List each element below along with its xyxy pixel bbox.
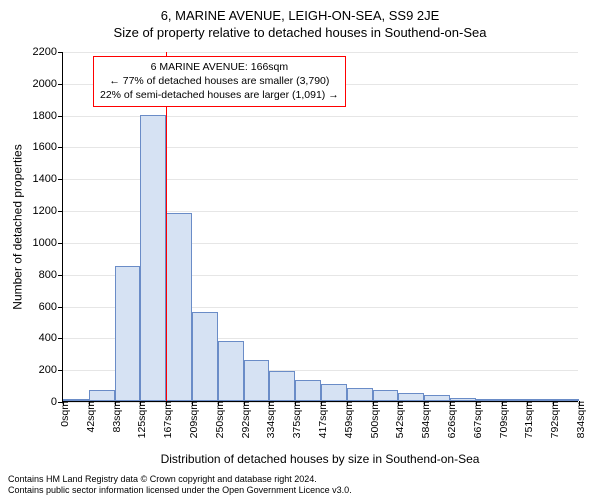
xtick-label: 83sqm xyxy=(107,401,123,433)
histogram-bar xyxy=(140,115,166,401)
histogram-bar xyxy=(373,390,399,401)
histogram-bar xyxy=(424,395,450,401)
histogram-bar xyxy=(347,388,373,401)
ytick-label: 1000 xyxy=(33,237,63,249)
xtick-label: 0sqm xyxy=(55,401,71,427)
histogram-bar xyxy=(450,398,476,401)
y-axis-label: Number of detached properties xyxy=(10,52,26,402)
histogram-bar xyxy=(295,380,321,401)
histogram-bar xyxy=(218,341,244,401)
ytick-label: 2200 xyxy=(33,46,63,58)
histogram-bar xyxy=(89,390,115,401)
callout-line-1: 6 MARINE AVENUE: 166sqm xyxy=(100,60,339,74)
ytick-label: 400 xyxy=(39,332,63,344)
xtick-label: 667sqm xyxy=(468,401,484,438)
histogram-bar xyxy=(553,399,579,401)
chart-subtitle: Size of property relative to detached ho… xyxy=(0,23,600,40)
histogram-bar xyxy=(244,360,270,401)
xtick-label: 417sqm xyxy=(313,401,329,438)
chart-title-address: 6, MARINE AVENUE, LEIGH-ON-SEA, SS9 2JE xyxy=(0,0,600,23)
xtick-label: 167sqm xyxy=(158,401,174,438)
xtick-label: 42sqm xyxy=(81,401,97,433)
histogram-bar xyxy=(166,213,192,401)
histogram-bar xyxy=(527,399,553,401)
attribution-line-1: Contains HM Land Registry data © Crown c… xyxy=(8,474,352,485)
callout-line-3: 22% of semi-detached houses are larger (… xyxy=(100,88,339,102)
xtick-label: 584sqm xyxy=(416,401,432,438)
histogram-bar xyxy=(476,399,502,401)
ytick-label: 1800 xyxy=(33,110,63,122)
xtick-label: 334sqm xyxy=(261,401,277,438)
ytick-label: 1200 xyxy=(33,205,63,217)
callout-box: 6 MARINE AVENUE: 166sqm ← 77% of detache… xyxy=(93,56,346,107)
plot-area: 0200400600800100012001400160018002000220… xyxy=(62,52,578,402)
ytick-label: 600 xyxy=(39,301,63,313)
histogram-bar xyxy=(63,399,89,401)
xtick-label: 250sqm xyxy=(210,401,226,438)
ytick-label: 1600 xyxy=(33,141,63,153)
xtick-label: 500sqm xyxy=(365,401,381,438)
callout-line-2: ← 77% of detached houses are smaller (3,… xyxy=(100,74,339,88)
xtick-label: 542sqm xyxy=(390,401,406,438)
ytick-label: 2000 xyxy=(33,78,63,90)
x-axis-label: Distribution of detached houses by size … xyxy=(62,452,578,466)
xtick-label: 626sqm xyxy=(442,401,458,438)
chart-container: 6, MARINE AVENUE, LEIGH-ON-SEA, SS9 2JE … xyxy=(0,0,600,500)
ytick-label: 1400 xyxy=(33,173,63,185)
xtick-label: 792sqm xyxy=(545,401,561,438)
xtick-label: 125sqm xyxy=(132,401,148,438)
xtick-label: 751sqm xyxy=(519,401,535,438)
histogram-bar xyxy=(115,266,141,401)
xtick-label: 292sqm xyxy=(236,401,252,438)
histogram-bar xyxy=(192,312,218,401)
attribution: Contains HM Land Registry data © Crown c… xyxy=(8,474,352,497)
histogram-bar xyxy=(398,393,424,401)
xtick-label: 375sqm xyxy=(287,401,303,438)
histogram-bar xyxy=(502,399,528,401)
xtick-label: 834sqm xyxy=(571,401,587,438)
attribution-line-2: Contains public sector information licen… xyxy=(8,485,352,496)
histogram-bar xyxy=(269,371,295,401)
xtick-label: 709sqm xyxy=(494,401,510,438)
gridline xyxy=(63,52,578,53)
ytick-label: 800 xyxy=(39,269,63,281)
histogram-bar xyxy=(321,384,347,402)
ytick-label: 200 xyxy=(39,364,63,376)
xtick-label: 209sqm xyxy=(184,401,200,438)
xtick-label: 459sqm xyxy=(339,401,355,438)
